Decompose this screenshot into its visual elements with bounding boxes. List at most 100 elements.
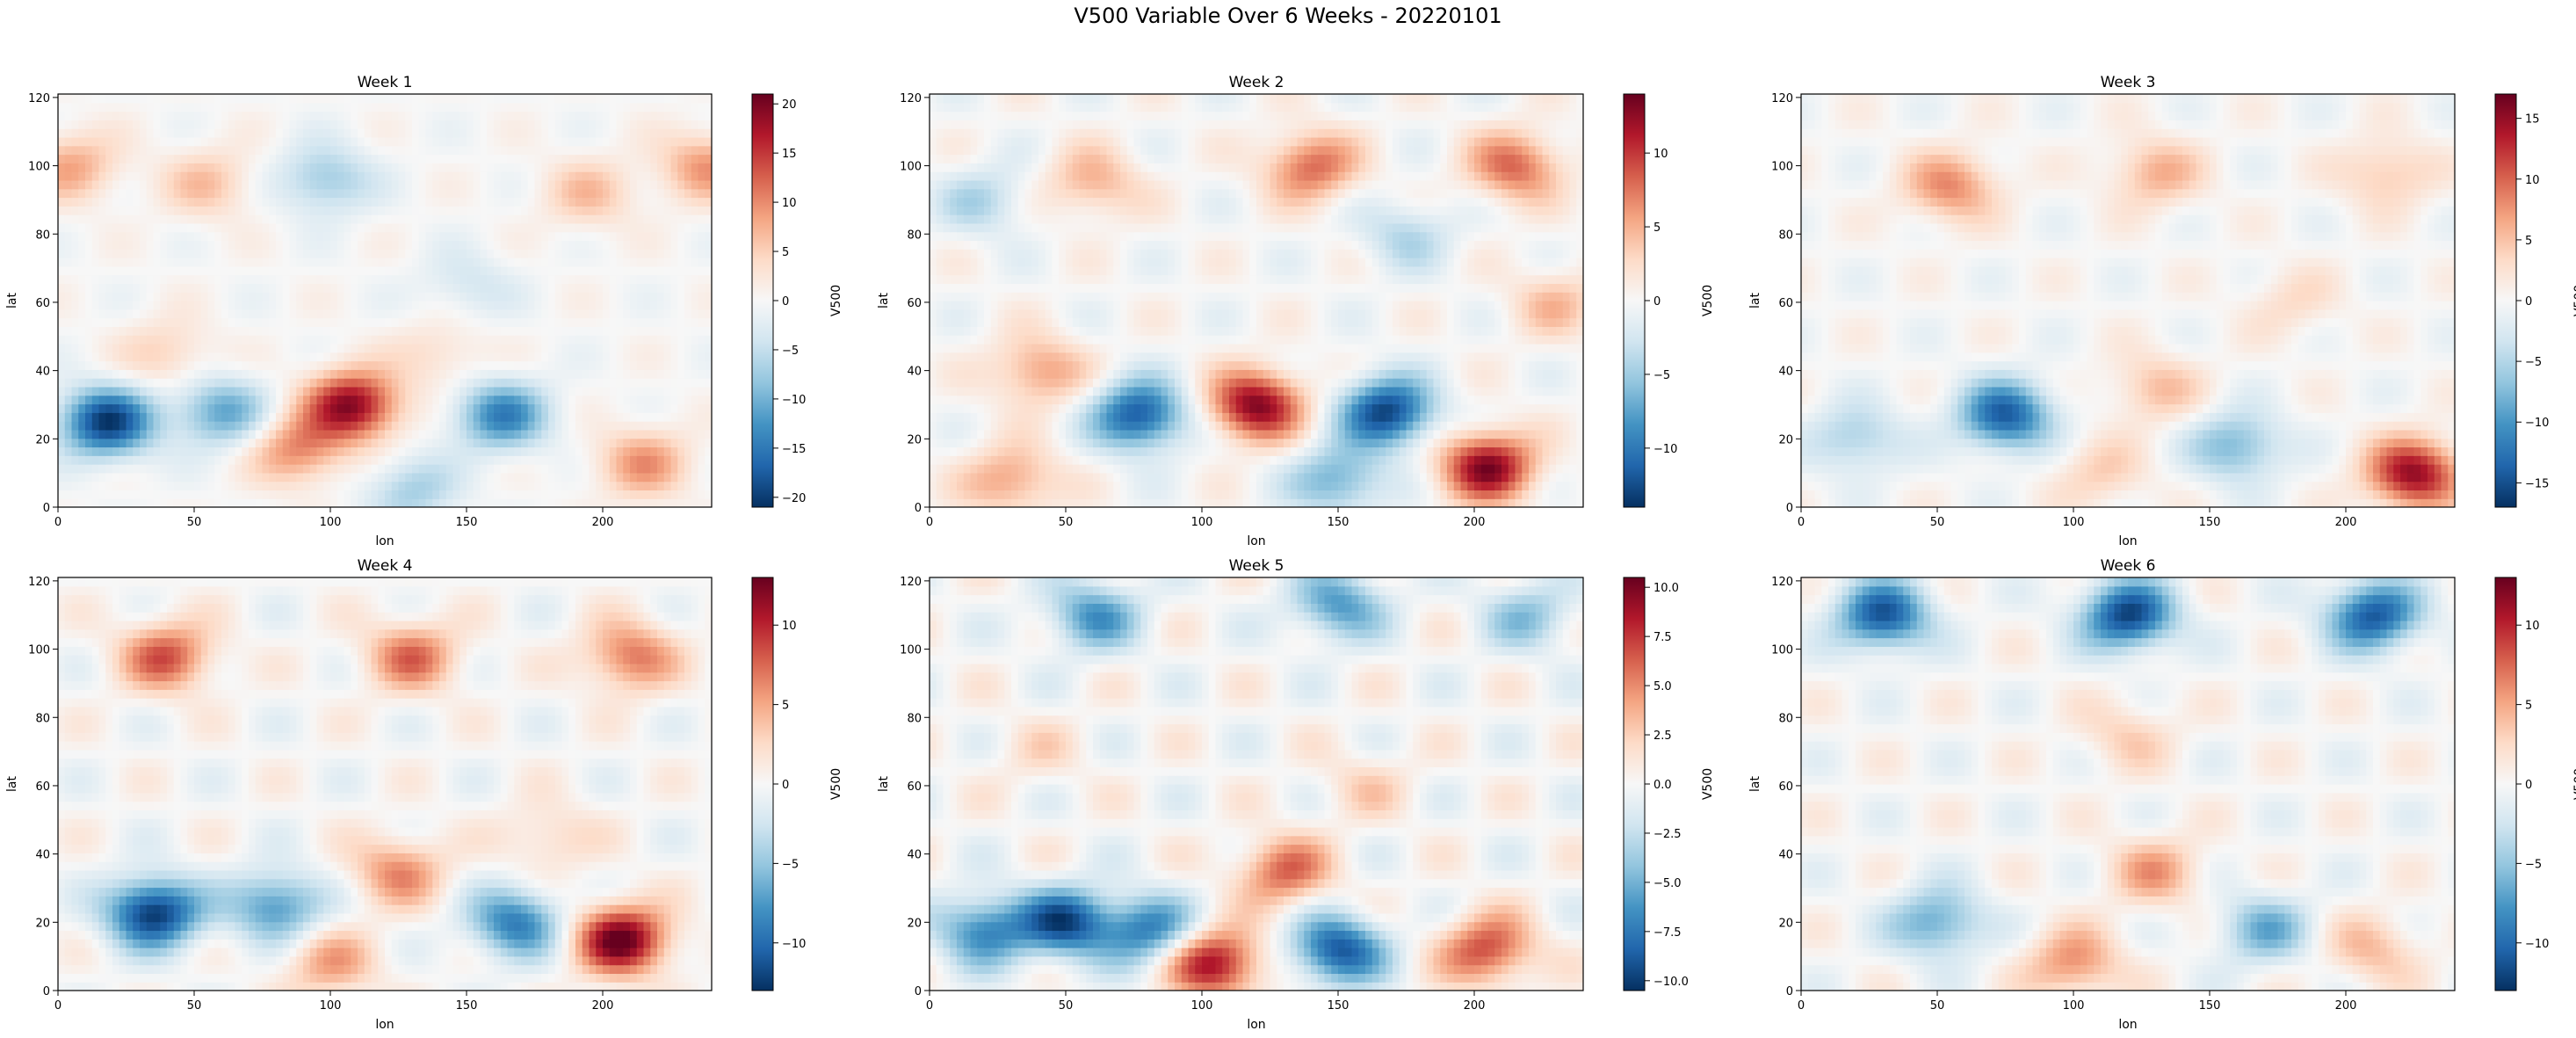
heatmap-cell <box>187 369 195 379</box>
heatmap-cell <box>548 292 556 301</box>
heatmap-cell <box>548 188 556 199</box>
heatmap-cell <box>153 163 161 172</box>
heatmap-cell <box>691 308 699 319</box>
heatmap-cell <box>289 128 297 138</box>
heatmap-cell <box>1338 481 1346 491</box>
heatmap-cell <box>58 188 66 199</box>
heatmap-cell <box>589 421 597 431</box>
heatmap-cell <box>160 283 168 293</box>
heatmap-cell <box>1079 498 1087 507</box>
heatmap-cell <box>548 240 556 250</box>
heatmap-cell <box>71 231 79 242</box>
heatmap-cell <box>91 352 100 362</box>
heatmap-cell <box>249 369 257 379</box>
heatmap-cell <box>582 343 590 353</box>
heatmap-cell <box>160 292 168 301</box>
heatmap-cell <box>378 265 386 276</box>
heatmap-cell <box>78 481 86 491</box>
heatmap-cell <box>64 292 73 301</box>
heatmap-cell <box>364 265 373 276</box>
heatmap-cell <box>650 369 658 379</box>
heatmap-cell <box>187 317 195 327</box>
heatmap-cell <box>677 136 685 147</box>
heatmap-cell <box>1542 481 1550 491</box>
heatmap-cell <box>657 343 665 353</box>
heatmap-cell <box>309 265 318 276</box>
heatmap-cell <box>480 274 488 285</box>
heatmap-cell <box>467 283 474 293</box>
heatmap-cell <box>303 446 311 456</box>
colorbar-tick-label: 10 <box>782 197 797 210</box>
heatmap-cell <box>705 472 712 483</box>
heatmap-cell <box>561 335 569 345</box>
heatmap-cell <box>282 421 291 431</box>
heatmap-cell <box>500 214 509 224</box>
heatmap-cell <box>943 498 951 507</box>
heatmap-cell <box>207 197 215 207</box>
heatmap-cell <box>418 335 427 345</box>
heatmap-cell <box>119 94 127 104</box>
heatmap-cell <box>146 490 155 499</box>
heatmap-cell <box>140 154 148 163</box>
heatmap-cell <box>303 455 311 465</box>
heatmap-cell <box>568 326 576 336</box>
heatmap-cell <box>589 317 597 327</box>
heatmap-cell <box>575 429 583 439</box>
heatmap-cell <box>677 498 685 507</box>
heatmap-cell <box>1079 481 1087 491</box>
heatmap-cell <box>405 145 413 156</box>
heatmap-cell <box>589 292 597 301</box>
heatmap-cell <box>643 464 651 474</box>
colorbar-tick-label: 15 <box>782 148 797 161</box>
heatmap-cell <box>412 240 420 250</box>
heatmap-cell <box>657 265 665 276</box>
heatmap-cell <box>371 274 379 285</box>
heatmap-cell <box>554 145 563 156</box>
heatmap-cell <box>146 412 155 422</box>
heatmap-cell <box>473 111 481 120</box>
heatmap-cell <box>330 179 338 190</box>
heatmap-cell <box>378 258 386 267</box>
heatmap-cell <box>371 455 379 465</box>
heatmap-cell <box>589 326 597 336</box>
heatmap-cell <box>554 292 563 301</box>
heatmap-cell <box>255 343 264 353</box>
heatmap-cell <box>432 412 440 422</box>
heatmap-cell <box>391 317 400 327</box>
heatmap-cell <box>568 317 576 327</box>
heatmap-cell <box>636 446 645 456</box>
heatmap-cell <box>691 258 699 267</box>
heatmap-cell <box>548 308 556 319</box>
heatmap-cell <box>596 102 604 113</box>
heatmap-cell <box>609 360 618 370</box>
heatmap-cell <box>425 490 433 499</box>
heatmap-cell <box>303 111 311 120</box>
heatmap-cell <box>255 171 264 181</box>
heatmap-cell <box>684 111 692 120</box>
heatmap-cell <box>521 240 529 250</box>
heatmap-cell <box>616 343 624 353</box>
heatmap-cell <box>207 274 215 285</box>
heatmap-cell <box>514 386 522 396</box>
heatmap-cell <box>105 249 113 258</box>
heatmap-cell <box>480 498 488 507</box>
heatmap-cell <box>180 464 188 474</box>
heatmap-cell <box>541 464 549 474</box>
heatmap-cell <box>309 179 318 190</box>
heatmap-cell <box>643 240 651 250</box>
heatmap-cell <box>242 292 250 301</box>
heatmap-cell <box>133 360 141 370</box>
heatmap-cell <box>698 163 706 172</box>
heatmap-cell <box>596 163 604 172</box>
heatmap-cell <box>445 335 454 345</box>
heatmap-cell <box>173 472 182 483</box>
heatmap-cell <box>548 120 556 129</box>
heatmap-cell <box>336 111 345 120</box>
heatmap-cell <box>364 171 373 181</box>
heatmap-cell <box>153 179 161 190</box>
heatmap-cell <box>336 274 345 285</box>
heatmap-cell <box>173 369 182 379</box>
heatmap-cell <box>351 188 358 199</box>
heatmap-cell <box>636 136 645 147</box>
heatmap-cell <box>173 128 182 138</box>
